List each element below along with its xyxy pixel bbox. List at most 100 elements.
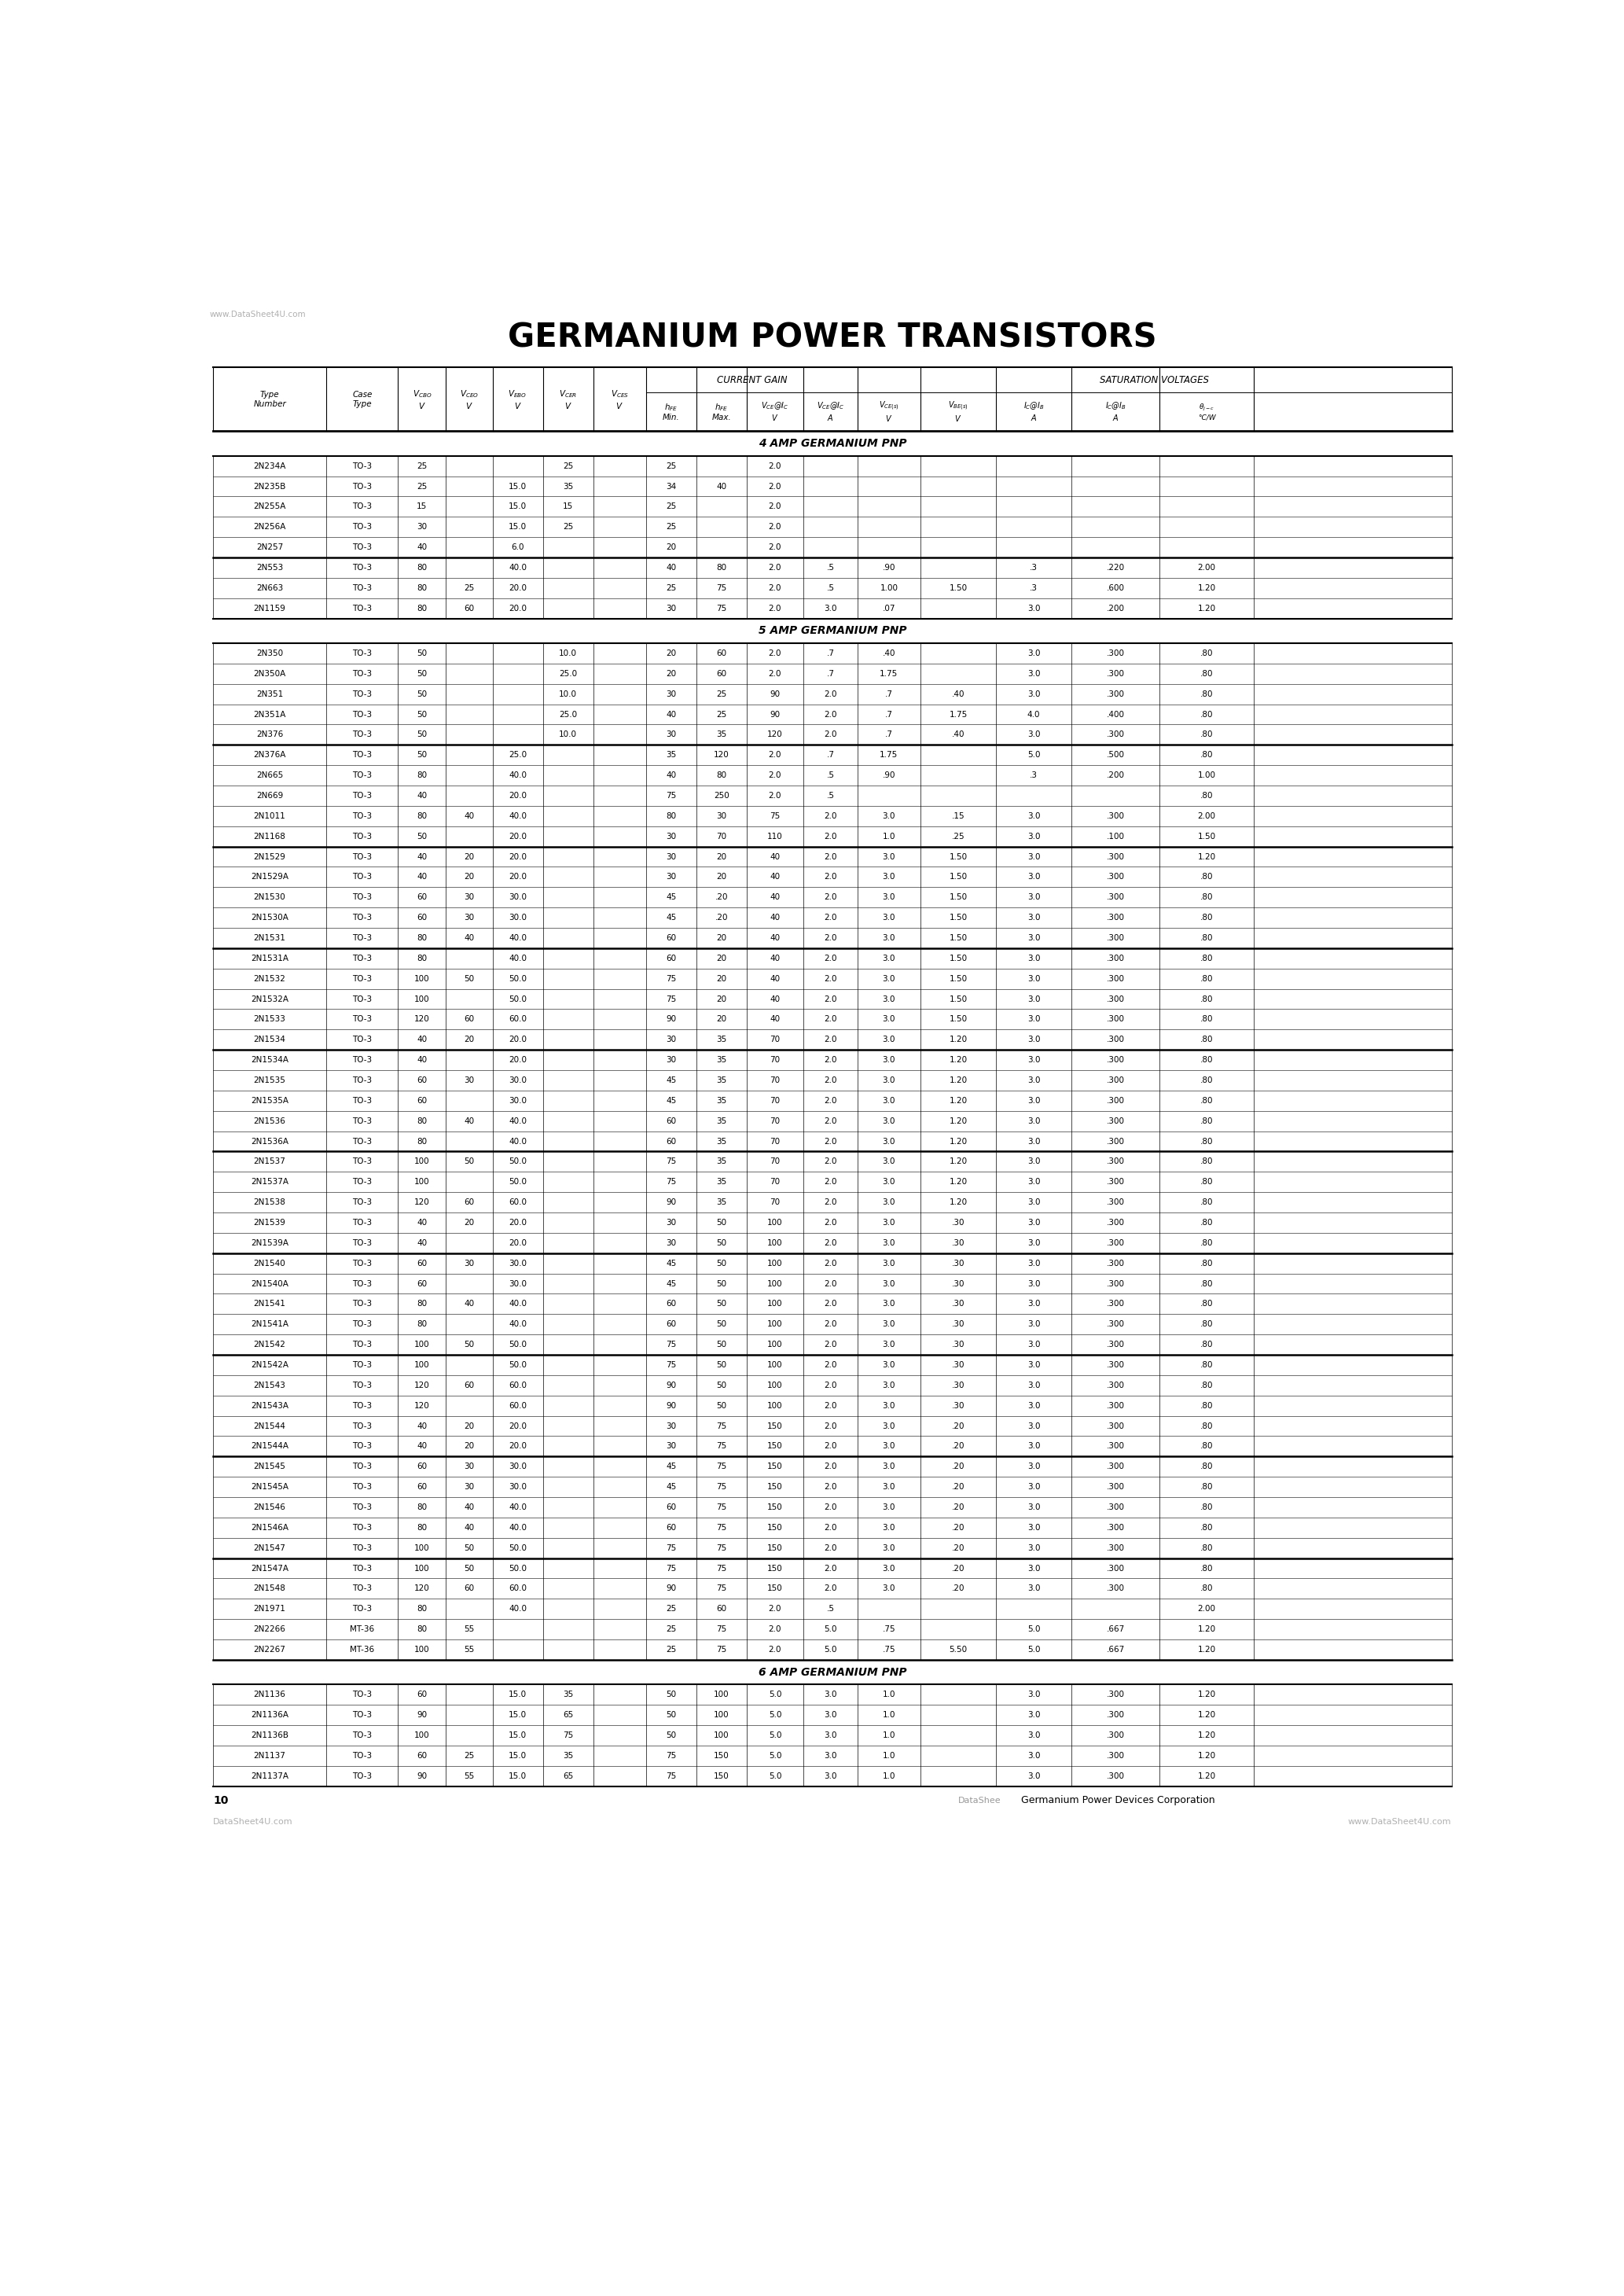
Text: 1.20: 1.20 bbox=[948, 1118, 968, 1125]
Text: 20.0: 20.0 bbox=[508, 792, 526, 799]
Text: 40: 40 bbox=[770, 955, 780, 962]
Text: 120: 120 bbox=[414, 1584, 430, 1593]
Text: 2N1546A: 2N1546A bbox=[250, 1525, 289, 1531]
Text: 50: 50 bbox=[716, 1219, 726, 1226]
Text: 250: 250 bbox=[715, 792, 729, 799]
Text: 30: 30 bbox=[464, 1077, 474, 1084]
Text: 2.0: 2.0 bbox=[823, 691, 836, 698]
Text: 150: 150 bbox=[715, 1773, 729, 1779]
Text: 30: 30 bbox=[716, 813, 726, 820]
Text: 20: 20 bbox=[464, 1442, 474, 1451]
Text: 75: 75 bbox=[716, 583, 728, 592]
Text: 1.50: 1.50 bbox=[948, 583, 968, 592]
Text: .300: .300 bbox=[1106, 1525, 1124, 1531]
Text: 2N1543A: 2N1543A bbox=[250, 1403, 289, 1410]
Text: DataShee: DataShee bbox=[958, 1795, 1000, 1805]
Text: 45: 45 bbox=[666, 1097, 677, 1104]
Text: 2N1137A: 2N1137A bbox=[250, 1773, 289, 1779]
Text: 150: 150 bbox=[767, 1421, 783, 1430]
Text: TO-3: TO-3 bbox=[352, 730, 372, 739]
Text: .80: .80 bbox=[1200, 1525, 1213, 1531]
Text: 30: 30 bbox=[666, 1442, 676, 1451]
Text: 3.0: 3.0 bbox=[823, 604, 836, 613]
Text: .80: .80 bbox=[1200, 1219, 1213, 1226]
Text: .90: .90 bbox=[882, 565, 895, 572]
Text: 3.0: 3.0 bbox=[882, 1584, 895, 1593]
Text: 70: 70 bbox=[770, 1035, 780, 1045]
Text: 2.0: 2.0 bbox=[768, 1626, 781, 1632]
Text: .80: .80 bbox=[1200, 872, 1213, 882]
Text: 40: 40 bbox=[666, 771, 676, 778]
Text: 2N1531: 2N1531 bbox=[253, 934, 286, 941]
Text: .300: .300 bbox=[1106, 1178, 1124, 1187]
Text: .30: .30 bbox=[952, 1341, 965, 1348]
Text: 150: 150 bbox=[767, 1543, 783, 1552]
Text: 120: 120 bbox=[767, 730, 783, 739]
Text: 1.20: 1.20 bbox=[948, 1178, 968, 1187]
Text: .15: .15 bbox=[952, 813, 965, 820]
Text: .80: .80 bbox=[1200, 1035, 1213, 1045]
Text: .80: .80 bbox=[1200, 1421, 1213, 1430]
Text: .25: .25 bbox=[952, 833, 965, 840]
Text: 40.0: 40.0 bbox=[508, 955, 526, 962]
Text: 40: 40 bbox=[770, 914, 780, 921]
Text: 80: 80 bbox=[417, 1626, 427, 1632]
Text: .300: .300 bbox=[1106, 1504, 1124, 1511]
Text: 60: 60 bbox=[666, 1137, 676, 1146]
Text: TO-3: TO-3 bbox=[352, 523, 372, 530]
Text: .300: .300 bbox=[1106, 994, 1124, 1003]
Text: 2.0: 2.0 bbox=[768, 751, 781, 760]
Text: TO-3: TO-3 bbox=[352, 1157, 372, 1166]
Text: 150: 150 bbox=[767, 1504, 783, 1511]
Text: 10.0: 10.0 bbox=[559, 691, 577, 698]
Text: .300: .300 bbox=[1106, 1752, 1124, 1759]
Text: 75: 75 bbox=[666, 1341, 677, 1348]
Text: .300: .300 bbox=[1106, 1035, 1124, 1045]
Text: 2.0: 2.0 bbox=[823, 1362, 836, 1368]
Text: 80: 80 bbox=[417, 1525, 427, 1531]
Text: 20: 20 bbox=[464, 1035, 474, 1045]
Text: 2.0: 2.0 bbox=[823, 730, 836, 739]
Text: .400: .400 bbox=[1106, 709, 1124, 719]
Text: 40: 40 bbox=[464, 1504, 474, 1511]
Text: .20: .20 bbox=[715, 914, 728, 921]
Text: TO-3: TO-3 bbox=[352, 544, 372, 551]
Text: 40: 40 bbox=[464, 1525, 474, 1531]
Text: 50: 50 bbox=[464, 1543, 474, 1552]
Text: TO-3: TO-3 bbox=[352, 1341, 372, 1348]
Text: .220: .220 bbox=[1106, 565, 1124, 572]
Text: 35: 35 bbox=[564, 1690, 573, 1699]
Text: TO-3: TO-3 bbox=[352, 691, 372, 698]
Text: 60: 60 bbox=[417, 1077, 427, 1084]
Text: 2.0: 2.0 bbox=[823, 872, 836, 882]
Text: 5.0: 5.0 bbox=[1028, 751, 1039, 760]
Text: 3.0: 3.0 bbox=[1028, 1015, 1039, 1024]
Text: 1.20: 1.20 bbox=[1197, 1626, 1216, 1632]
Text: 50.0: 50.0 bbox=[508, 1178, 526, 1187]
Text: 3.0: 3.0 bbox=[823, 1752, 836, 1759]
Text: 2N1534: 2N1534 bbox=[253, 1035, 286, 1045]
Text: 3.0: 3.0 bbox=[882, 1320, 895, 1329]
Text: 25: 25 bbox=[417, 482, 427, 491]
Text: 2N1535: 2N1535 bbox=[253, 1077, 286, 1084]
Text: .300: .300 bbox=[1106, 1483, 1124, 1490]
Text: 2N1540: 2N1540 bbox=[253, 1261, 286, 1267]
Text: 6 AMP GERMANIUM PNP: 6 AMP GERMANIUM PNP bbox=[758, 1667, 906, 1678]
Text: 3.0: 3.0 bbox=[882, 1421, 895, 1430]
Text: .300: .300 bbox=[1106, 1137, 1124, 1146]
Text: 3.0: 3.0 bbox=[1028, 1483, 1039, 1490]
Text: 2.00: 2.00 bbox=[1197, 1605, 1216, 1612]
Text: 100: 100 bbox=[715, 1711, 729, 1720]
Text: .80: .80 bbox=[1200, 914, 1213, 921]
Text: 2.0: 2.0 bbox=[768, 482, 781, 491]
Text: 60: 60 bbox=[666, 1504, 676, 1511]
Text: 75: 75 bbox=[716, 1421, 728, 1430]
Text: 60: 60 bbox=[464, 604, 474, 613]
Text: .20: .20 bbox=[952, 1504, 965, 1511]
Text: TO-3: TO-3 bbox=[352, 833, 372, 840]
Text: 35: 35 bbox=[716, 1035, 728, 1045]
Text: 20: 20 bbox=[464, 1219, 474, 1226]
Text: TO-3: TO-3 bbox=[352, 1240, 372, 1247]
Text: 75: 75 bbox=[666, 1752, 677, 1759]
Text: 90: 90 bbox=[666, 1015, 676, 1024]
